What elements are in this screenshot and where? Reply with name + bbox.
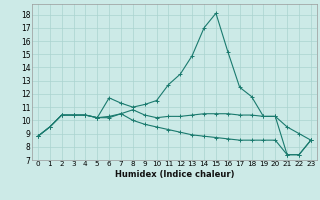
X-axis label: Humidex (Indice chaleur): Humidex (Indice chaleur) — [115, 170, 234, 179]
